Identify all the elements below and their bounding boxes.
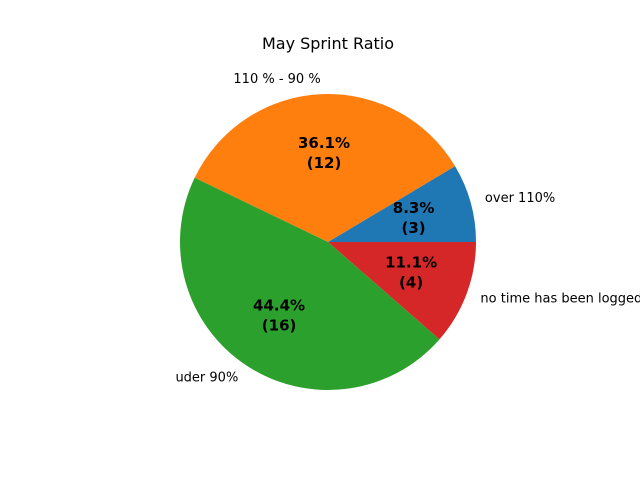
pie-slice-uder-90 (179, 177, 440, 391)
pie-labels: over 110% 8.3% (3) 110 % - 90 % 36.1% (12) ude… (175, 72, 640, 386)
slice-count-label: (12) (307, 154, 342, 172)
pie-slice-110-90 (194, 93, 456, 242)
slice-label: 110 % - 90 % (233, 72, 320, 87)
slice-label: uder 90% (175, 370, 238, 385)
slice-count-label: (16) (262, 317, 297, 335)
slice-label: over 110% (485, 191, 555, 206)
slice-percent-label: 11.1% (385, 254, 437, 272)
slice-count-label: (4) (399, 274, 423, 292)
slice-percent-label: 44.4% (253, 297, 305, 315)
pie-slice-over-110 (328, 166, 476, 242)
pie-slices (179, 93, 476, 391)
slice-percent-label: 8.3% (393, 199, 435, 217)
slice-count-label: (3) (402, 219, 426, 237)
chart-title: May Sprint Ratio (262, 34, 394, 53)
pie-slice-no-time-has-been-logged (328, 242, 476, 340)
slice-label: no time has been logged (480, 292, 640, 307)
slice-percent-label: 36.1% (298, 134, 350, 152)
